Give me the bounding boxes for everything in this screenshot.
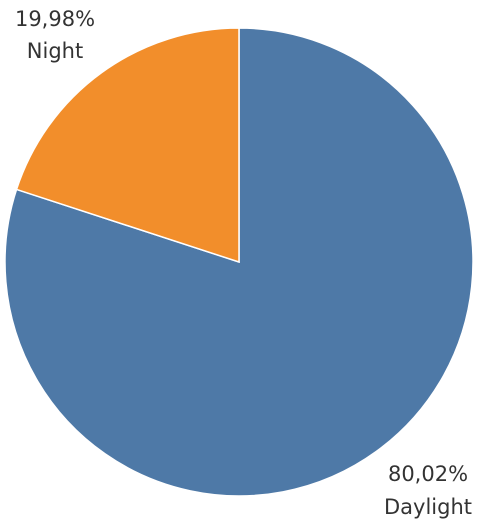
daylight-percent-label: 80,02% <box>388 462 468 486</box>
night-name-label: Night <box>27 39 83 63</box>
pie-slices <box>4 27 474 497</box>
pie-slice-night <box>15 27 240 264</box>
pie-labels: 19,98% Night 80,02% Daylight <box>15 7 472 519</box>
night-percent-label: 19,98% <box>15 7 95 31</box>
daylight-name-label: Daylight <box>384 495 472 519</box>
